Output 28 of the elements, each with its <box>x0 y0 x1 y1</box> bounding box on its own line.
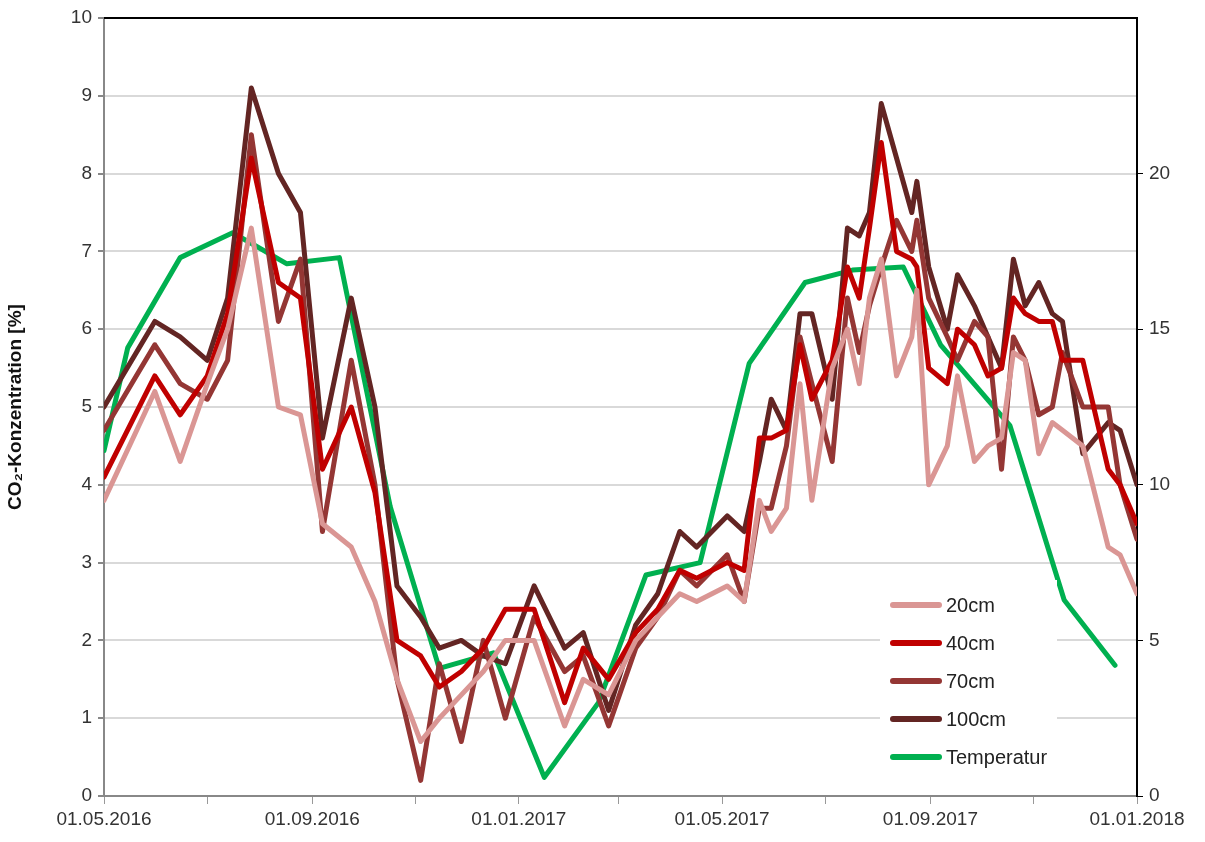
y2-tick-label: 5 <box>1149 628 1160 650</box>
legend-label: 70cm <box>946 669 995 693</box>
y2-tick-label: 0 <box>1149 784 1160 806</box>
x-tick-label: 01.05.2016 <box>56 807 152 829</box>
legend-label: 40cm <box>946 631 995 655</box>
y-tick-label: 5 <box>81 395 92 417</box>
y-tick-label: 0 <box>81 784 92 806</box>
y-tick-label: 6 <box>81 317 92 339</box>
y2-tick-label: 15 <box>1149 317 1171 339</box>
y-tick-label: 2 <box>81 628 92 650</box>
x-tick-label: 01.09.2016 <box>264 807 360 829</box>
x-tick-label: 01.01.2017 <box>471 807 567 829</box>
y-tick-label: 7 <box>81 239 92 261</box>
y-tick-label: 8 <box>81 161 92 183</box>
y-tick-label: 3 <box>81 550 92 572</box>
y-axis-title: CO₂-Konzentration [%] <box>3 304 25 510</box>
x-tick-label: 01.01.2018 <box>1089 807 1185 829</box>
y2-tick-label: 20 <box>1149 161 1171 183</box>
x-tick-label: 01.09.2017 <box>882 807 978 829</box>
x-tick-label: 01.05.2017 <box>674 807 770 829</box>
legend-label: Temperatur <box>946 745 1048 769</box>
legend-label: 20cm <box>946 593 995 617</box>
y-tick-label: 1 <box>81 706 92 728</box>
y2-tick-label: 10 <box>1149 473 1171 495</box>
y-tick-label: 9 <box>81 84 92 106</box>
y-tick-label: 10 <box>70 6 92 28</box>
legend-label: 100cm <box>946 707 1007 731</box>
y-tick-label: 4 <box>81 473 93 495</box>
